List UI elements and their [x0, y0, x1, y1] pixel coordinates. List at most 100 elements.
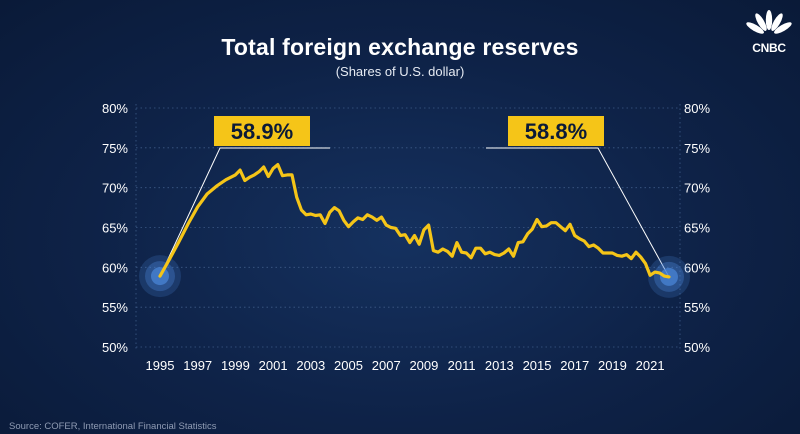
data-point — [310, 213, 312, 215]
data-point — [314, 214, 317, 217]
data-point — [442, 248, 444, 250]
data-point — [338, 210, 340, 212]
data-point — [432, 249, 435, 252]
x-tick-label: 1999 — [221, 358, 250, 373]
data-point — [352, 221, 355, 223]
data-point — [460, 251, 463, 253]
data-point — [196, 206, 199, 208]
data-point — [267, 175, 270, 178]
y-tick-label-left: 80% — [102, 101, 128, 116]
data-point — [526, 233, 529, 235]
data-point — [503, 252, 505, 254]
data-point — [371, 216, 373, 218]
data-point — [663, 275, 666, 277]
data-point — [569, 223, 571, 226]
data-point — [159, 275, 161, 277]
data-point — [602, 252, 604, 254]
y-tick-label-left: 65% — [102, 221, 128, 236]
chart-subtitle: (Shares of U.S. dollar) — [335, 64, 465, 79]
data-point — [248, 176, 251, 179]
data-point — [168, 258, 171, 261]
data-point — [418, 243, 421, 245]
data-point — [555, 221, 557, 224]
x-tick-label: 1995 — [146, 358, 175, 373]
callout-connector — [159, 147, 330, 277]
data-point — [635, 251, 637, 253]
end-markers — [139, 255, 690, 298]
data-point — [239, 169, 241, 171]
data-point — [361, 218, 364, 221]
data-point — [597, 247, 600, 249]
series-group — [158, 163, 671, 279]
data-point — [475, 247, 477, 249]
callout-box — [214, 116, 310, 146]
data-point — [479, 247, 482, 249]
y-tick-label-right: 80% — [684, 101, 710, 116]
y-tick-label-left: 55% — [102, 300, 128, 315]
data-point — [319, 214, 322, 216]
data-point — [253, 174, 256, 176]
callout-connector — [486, 147, 670, 278]
data-point — [658, 272, 661, 274]
callout-box — [508, 116, 604, 146]
data-point — [630, 257, 633, 260]
data-point — [399, 234, 402, 237]
data-point — [668, 276, 670, 278]
data-point — [512, 255, 515, 257]
data-point — [592, 244, 595, 246]
data-point — [380, 216, 383, 218]
data-point — [536, 218, 538, 221]
data-point — [606, 252, 609, 254]
x-tick-label: 2009 — [409, 358, 438, 373]
data-point — [522, 241, 524, 243]
data-point — [347, 225, 350, 228]
data-point — [277, 163, 279, 166]
y-tick-label-left: 60% — [102, 260, 128, 275]
x-tick-label: 2011 — [448, 358, 476, 373]
x-tick-label: 2003 — [296, 358, 325, 373]
data-point — [437, 251, 439, 253]
data-point — [470, 257, 472, 259]
x-tick-label: 2017 — [560, 358, 589, 373]
x-tick-label: 1997 — [183, 358, 212, 373]
data-point — [508, 248, 510, 250]
y-tick-label-right: 50% — [684, 340, 710, 355]
x-tick-label: 2019 — [598, 358, 627, 373]
data-point — [281, 174, 284, 177]
data-point — [258, 170, 260, 173]
data-point — [404, 233, 406, 236]
data-point — [394, 227, 397, 230]
series-line — [158, 163, 671, 279]
y-tick-label-right: 70% — [684, 181, 710, 196]
data-point — [376, 219, 378, 222]
data-point — [366, 214, 369, 216]
data-point — [295, 196, 298, 198]
data-point — [611, 252, 614, 254]
data-point — [262, 166, 265, 168]
data-point — [291, 174, 293, 176]
chart-title: Total foreign exchange reserves — [221, 34, 579, 60]
x-tick-label: 2001 — [259, 358, 288, 373]
data-point — [324, 222, 326, 225]
cnbc-logo: CNBC — [742, 8, 796, 58]
y-tick-label-left: 75% — [102, 141, 128, 156]
data-point — [654, 271, 656, 273]
data-point — [244, 179, 246, 182]
data-point — [484, 253, 487, 255]
peacock-icon — [746, 10, 792, 34]
data-point — [456, 241, 458, 244]
data-point — [493, 253, 496, 256]
data-point — [465, 252, 468, 254]
callout-label: 58.9% — [231, 119, 293, 144]
data-point — [234, 174, 237, 176]
data-point — [357, 217, 359, 219]
data-point — [531, 228, 534, 230]
data-point — [517, 241, 519, 244]
data-point — [409, 241, 411, 244]
data-point — [583, 240, 585, 242]
data-point — [305, 214, 307, 216]
x-tick-label: 2007 — [372, 358, 401, 373]
data-point — [621, 255, 623, 257]
data-point — [178, 241, 180, 243]
